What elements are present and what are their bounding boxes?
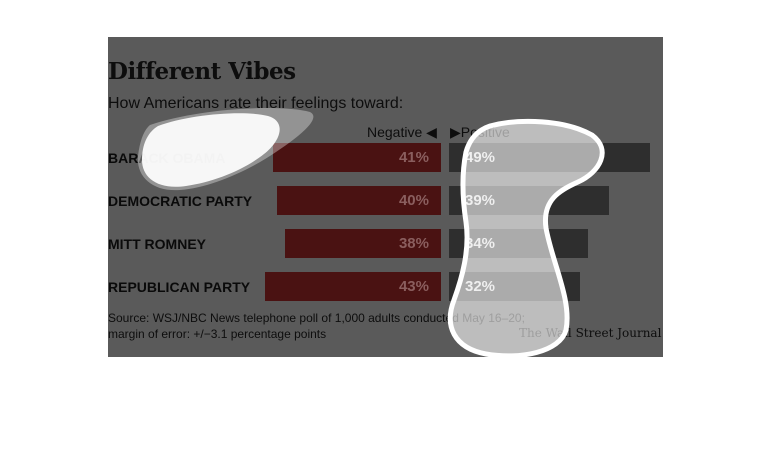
scribble-blob-left xyxy=(142,113,280,187)
legend-negative: Negative ◀ xyxy=(367,124,437,140)
negative-value-label: 38% xyxy=(398,235,429,252)
row-label: DEMOCRATIC PARTY xyxy=(108,193,253,209)
negative-bar xyxy=(285,229,441,258)
negative-bar xyxy=(264,272,441,301)
negative-bar xyxy=(272,143,441,172)
negative-value-label: 41% xyxy=(398,149,429,166)
negative-value-label: 43% xyxy=(398,278,429,295)
source-line-2: margin of error: +/−3.1 percentage point… xyxy=(108,327,327,341)
negative-bar xyxy=(277,186,441,215)
scribble-halo-left xyxy=(137,108,314,191)
source-line-1: Source: WSJ/NBC News telephone poll of 1… xyxy=(108,311,525,325)
source-note: Source: WSJ/NBC News telephone poll of 1… xyxy=(108,310,525,342)
scribble-blob-right xyxy=(450,121,603,356)
negative-value-label: 40% xyxy=(398,192,429,209)
chart-title: Different Vibes xyxy=(108,58,296,85)
scribble-outline-right xyxy=(447,118,605,359)
chart-subtitle: How Americans rate their feelings toward… xyxy=(108,95,404,112)
row-label: MITT ROMNEY xyxy=(108,236,206,252)
row-label: REPUBLICAN PARTY xyxy=(108,279,251,295)
